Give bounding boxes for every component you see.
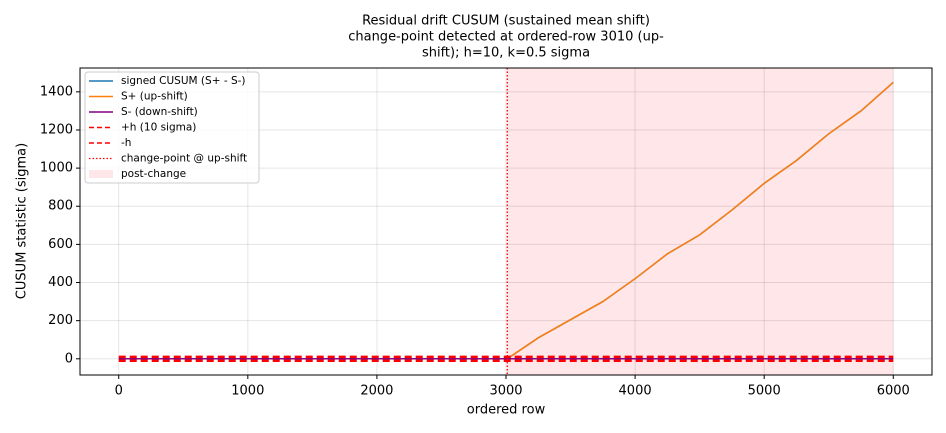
x-tick-label: 1000 bbox=[231, 384, 264, 399]
y-tick-label: 800 bbox=[48, 199, 73, 214]
legend-label: S+ (up-shift) bbox=[121, 91, 188, 103]
legend-box bbox=[84, 71, 260, 184]
y-tick-label: 600 bbox=[48, 237, 73, 252]
legend-symbol bbox=[89, 170, 113, 178]
y-tick-label: 400 bbox=[48, 275, 73, 290]
y-tick-label: 1400 bbox=[40, 84, 73, 99]
legend-label: +h (10 sigma) bbox=[121, 122, 196, 134]
chart-title: shift); h=10, k=0.5 sigma bbox=[422, 46, 590, 61]
x-tick-label: 3000 bbox=[489, 384, 522, 399]
x-tick-label: 5000 bbox=[748, 384, 781, 399]
x-tick-label: 2000 bbox=[360, 384, 393, 399]
legend-label: -h bbox=[121, 137, 131, 149]
series-line bbox=[118, 81, 894, 360]
x-axis-label: ordered row bbox=[467, 403, 546, 418]
y-tick-label: 1000 bbox=[40, 161, 73, 176]
legend-label: change-point @ up-shift bbox=[121, 153, 247, 165]
x-tick-label: 4000 bbox=[619, 384, 652, 399]
y-tick-label: 1200 bbox=[40, 122, 73, 137]
x-tick-label: 6000 bbox=[877, 384, 910, 399]
y-tick-label: 200 bbox=[48, 313, 73, 328]
post-change-shade bbox=[507, 68, 894, 375]
legend-label: signed CUSUM (S+ - S-) bbox=[121, 75, 246, 87]
y-axis-label: CUSUM statistic (sigma) bbox=[15, 143, 30, 299]
plot-frame bbox=[79, 67, 933, 376]
legend-label: S- (down-shift) bbox=[121, 106, 198, 118]
y-tick-label: 0 bbox=[65, 351, 73, 366]
chart-title: Residual drift CUSUM (sustained mean shi… bbox=[362, 14, 650, 29]
legend-label: post-change bbox=[121, 168, 186, 180]
x-tick-label: 0 bbox=[115, 384, 123, 399]
chart-title: change-point detected at ordered-row 301… bbox=[348, 30, 664, 45]
